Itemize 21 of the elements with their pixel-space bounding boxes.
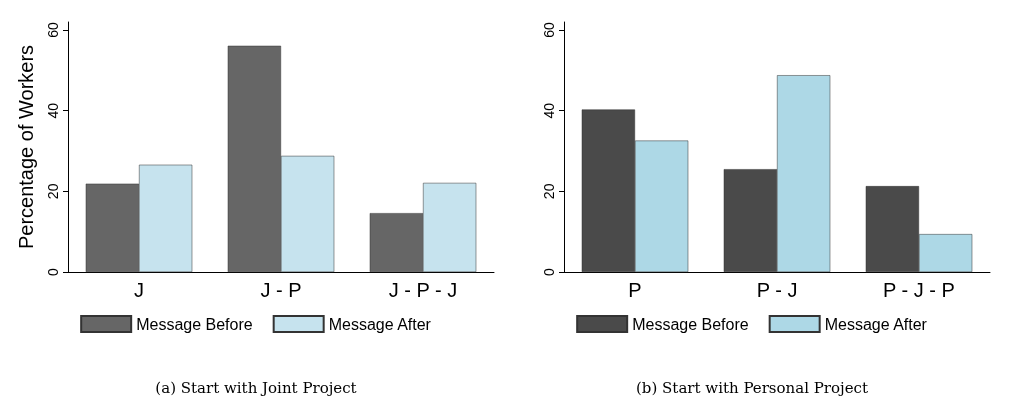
y-tick-label: 40 xyxy=(541,102,557,119)
x-tick-label: J - P - J xyxy=(388,279,458,301)
x-tick-label: P - J xyxy=(756,279,798,301)
x-tick-label: P - J - P xyxy=(883,279,955,301)
y-tick-label: 60 xyxy=(541,22,557,38)
legend-label: Message After xyxy=(824,315,928,333)
y-tick-label: 40 xyxy=(45,102,61,119)
y-tick-label: 0 xyxy=(541,267,557,276)
text: (a) Start with Joint Project xyxy=(155,378,357,397)
x-tick-label: P xyxy=(628,279,642,301)
text: (b) Start with Personal Project xyxy=(636,378,868,397)
y-tick-label: 60 xyxy=(45,22,61,38)
y-tick-label: 20 xyxy=(45,183,61,200)
y-axis-title: Percentage of Workers xyxy=(15,44,37,250)
y-tick-label: 0 xyxy=(45,267,61,276)
x-tick-label: J - P xyxy=(260,279,302,301)
x-tick-label: J xyxy=(134,279,144,301)
legend-label: Message Before xyxy=(136,315,253,333)
legend-label: Message After xyxy=(328,315,432,333)
legend-label: Message Before xyxy=(632,315,749,333)
y-tick-label: 20 xyxy=(541,183,557,200)
